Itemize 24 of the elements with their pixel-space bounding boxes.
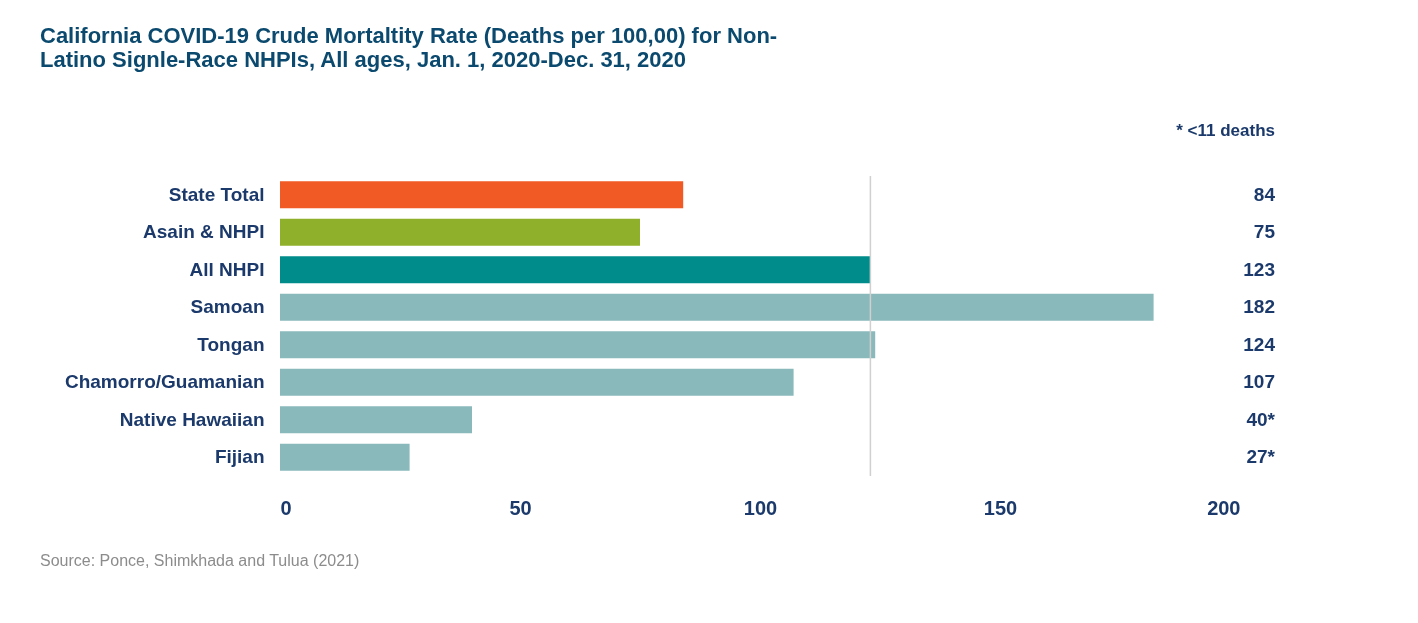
y-tick-label: Samoan xyxy=(190,296,265,318)
y-tick-label: All NHPI xyxy=(189,258,265,280)
x-tick-label: 100 xyxy=(743,496,778,519)
source-note: Source: Ponce, Shimkhada and Tulua (2021) xyxy=(40,552,360,569)
data-label: 27* xyxy=(1246,446,1276,468)
x-tick-label: 50 xyxy=(509,496,532,519)
y-tick-label: Native Hawaiian xyxy=(119,408,265,430)
data-label: 84 xyxy=(1253,183,1276,205)
data-label: 75 xyxy=(1253,221,1276,243)
data-label: 182 xyxy=(1243,296,1275,318)
x-tick-label: 150 xyxy=(983,496,1018,519)
data-label: 124 xyxy=(1243,333,1276,355)
y-tick-label: Tongan xyxy=(197,333,265,355)
y-tick-label: State Total xyxy=(168,183,265,205)
y-tick-label: Fijian xyxy=(214,446,265,468)
x-tick-label: 200 xyxy=(1207,496,1241,519)
y-tick-label: Chamorro/Guamanian xyxy=(64,371,265,393)
data-label: 40* xyxy=(1246,408,1276,430)
text: * <11 deaths xyxy=(1176,121,1275,140)
chart-title: California COVID-19 Crude Mortaltity Rate (Deaths per 100,00) for Non-Latino Signle-Race NHPIs, All ages, Jan. 1, 2020-Dec. 31, 2020 xyxy=(40,23,778,72)
data-label: 107 xyxy=(1243,371,1275,393)
data-label: 123 xyxy=(1243,258,1275,280)
x-tick-label: 0 xyxy=(280,496,292,519)
y-tick-label: Asain & NHPI xyxy=(143,221,265,243)
